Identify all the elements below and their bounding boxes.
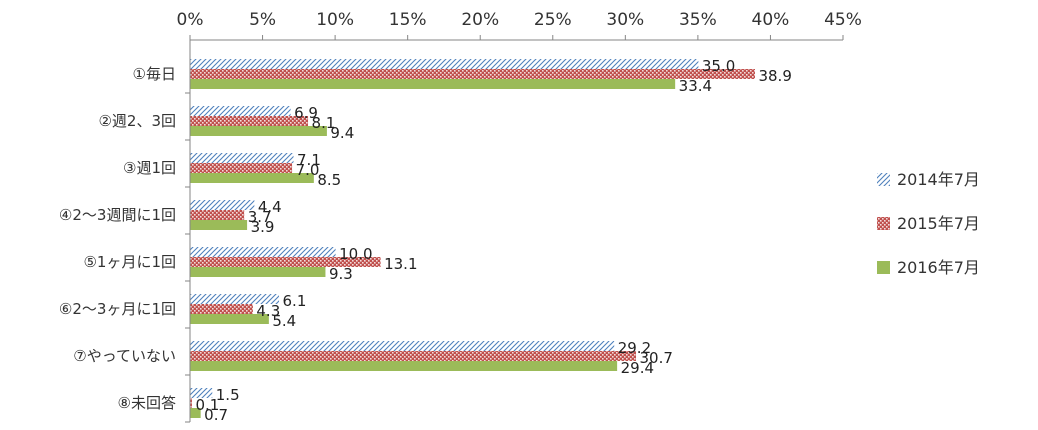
x-tick-label: 5% [249, 10, 276, 30]
bar-2016年7月 [190, 361, 618, 371]
bar-2015年7月 [190, 304, 253, 314]
data-label: 0.1 [195, 396, 219, 414]
category-label: ⑧未回答 [118, 394, 176, 412]
legend-label: 2014年7月 [897, 170, 980, 189]
bar-2016年7月 [190, 79, 676, 89]
data-label: 0.7 [204, 406, 228, 424]
data-label: 30.7 [639, 349, 672, 367]
data-label: 33.4 [679, 77, 712, 95]
x-tick-label: 40% [752, 10, 790, 30]
data-label: 3.7 [248, 208, 272, 226]
data-label: 4.4 [258, 198, 282, 216]
category-label: ⑦やっていない [73, 347, 176, 365]
bar-2014年7月 [190, 153, 294, 163]
bar-2015年7月 [190, 210, 245, 220]
legend-swatch [877, 261, 890, 274]
data-label: 10.0 [339, 245, 372, 263]
bar-2014年7月 [190, 294, 280, 304]
legend-swatch [877, 217, 890, 230]
bar-2015年7月 [190, 351, 636, 361]
bar-2014年7月 [190, 247, 336, 257]
data-label: 29.4 [621, 359, 654, 377]
category-label: ②週2、3回 [98, 112, 176, 130]
bar-2016年7月 [190, 267, 326, 277]
x-tick-label: 0% [177, 10, 204, 30]
bar-2016年7月 [190, 220, 248, 230]
axis-layer: 0% 5% 10% 15% 20% 25% 30% 35% 40% 45% ①毎日 ②週2、3回 ③週1… [59, 10, 862, 423]
bar-2016年7月 [190, 173, 314, 183]
bar-2015年7月 [190, 163, 293, 173]
data-label: 3.9 [251, 218, 275, 236]
data-label: 13.1 [384, 255, 417, 273]
bar-2016年7月 [190, 314, 269, 324]
data-label: 4.3 [256, 302, 280, 320]
bar-2015年7月 [190, 116, 309, 126]
bars-layer [190, 59, 755, 418]
bar-2016年7月 [190, 408, 201, 418]
data-label: 6.1 [283, 292, 307, 310]
legend: 2014年7月 2015年7月 2016年7月 [877, 170, 980, 277]
x-tick-label: 30% [606, 10, 644, 30]
data-label: 8.5 [317, 171, 341, 189]
bar-2015年7月 [190, 257, 381, 267]
x-tick-label: 25% [534, 10, 572, 30]
legend-swatch [877, 173, 890, 186]
category-label: ⑤1ヶ月に1回 [83, 253, 176, 271]
x-tick-label: 20% [461, 10, 499, 30]
category-label: ①毎日 [133, 65, 176, 83]
x-tick-label: 15% [389, 10, 427, 30]
data-label: 9.4 [330, 124, 354, 142]
data-label: 7.0 [296, 161, 320, 179]
data-label: 35.0 [702, 57, 735, 75]
category-label: ③週1回 [123, 159, 176, 177]
data-label: 9.3 [329, 265, 353, 283]
x-tick-label: 45% [824, 10, 862, 30]
bar-2015年7月 [190, 398, 192, 408]
x-tick-label: 35% [679, 10, 717, 30]
x-tick-label: 10% [316, 10, 354, 30]
data-label: 5.4 [272, 312, 296, 330]
data-label: 1.5 [216, 386, 240, 404]
bar-2016年7月 [190, 126, 327, 136]
bar-2014年7月 [190, 341, 615, 351]
data-label: 29.2 [618, 339, 651, 357]
bar-2014年7月 [190, 106, 291, 116]
bar-2014年7月 [190, 200, 255, 210]
legend-label: 2015年7月 [897, 214, 980, 233]
bar-2014年7月 [190, 388, 213, 398]
category-label: ④2～3週間に1回 [59, 206, 176, 224]
bar-2014年7月 [190, 59, 699, 69]
data-label: 6.9 [294, 104, 318, 122]
data-labels-layer: 35.0 38.9 33.4 6.98.19.4 7.17.08.5 4.43.73.9 1… [195, 57, 791, 424]
data-label: 7.1 [297, 151, 321, 169]
legend-label: 2016年7月 [897, 258, 980, 277]
category-label: ⑥2～3ヶ月に1回 [59, 300, 176, 318]
data-label: 8.1 [312, 114, 336, 132]
data-label: 38.9 [758, 67, 791, 85]
bar-2015年7月 [190, 69, 755, 79]
